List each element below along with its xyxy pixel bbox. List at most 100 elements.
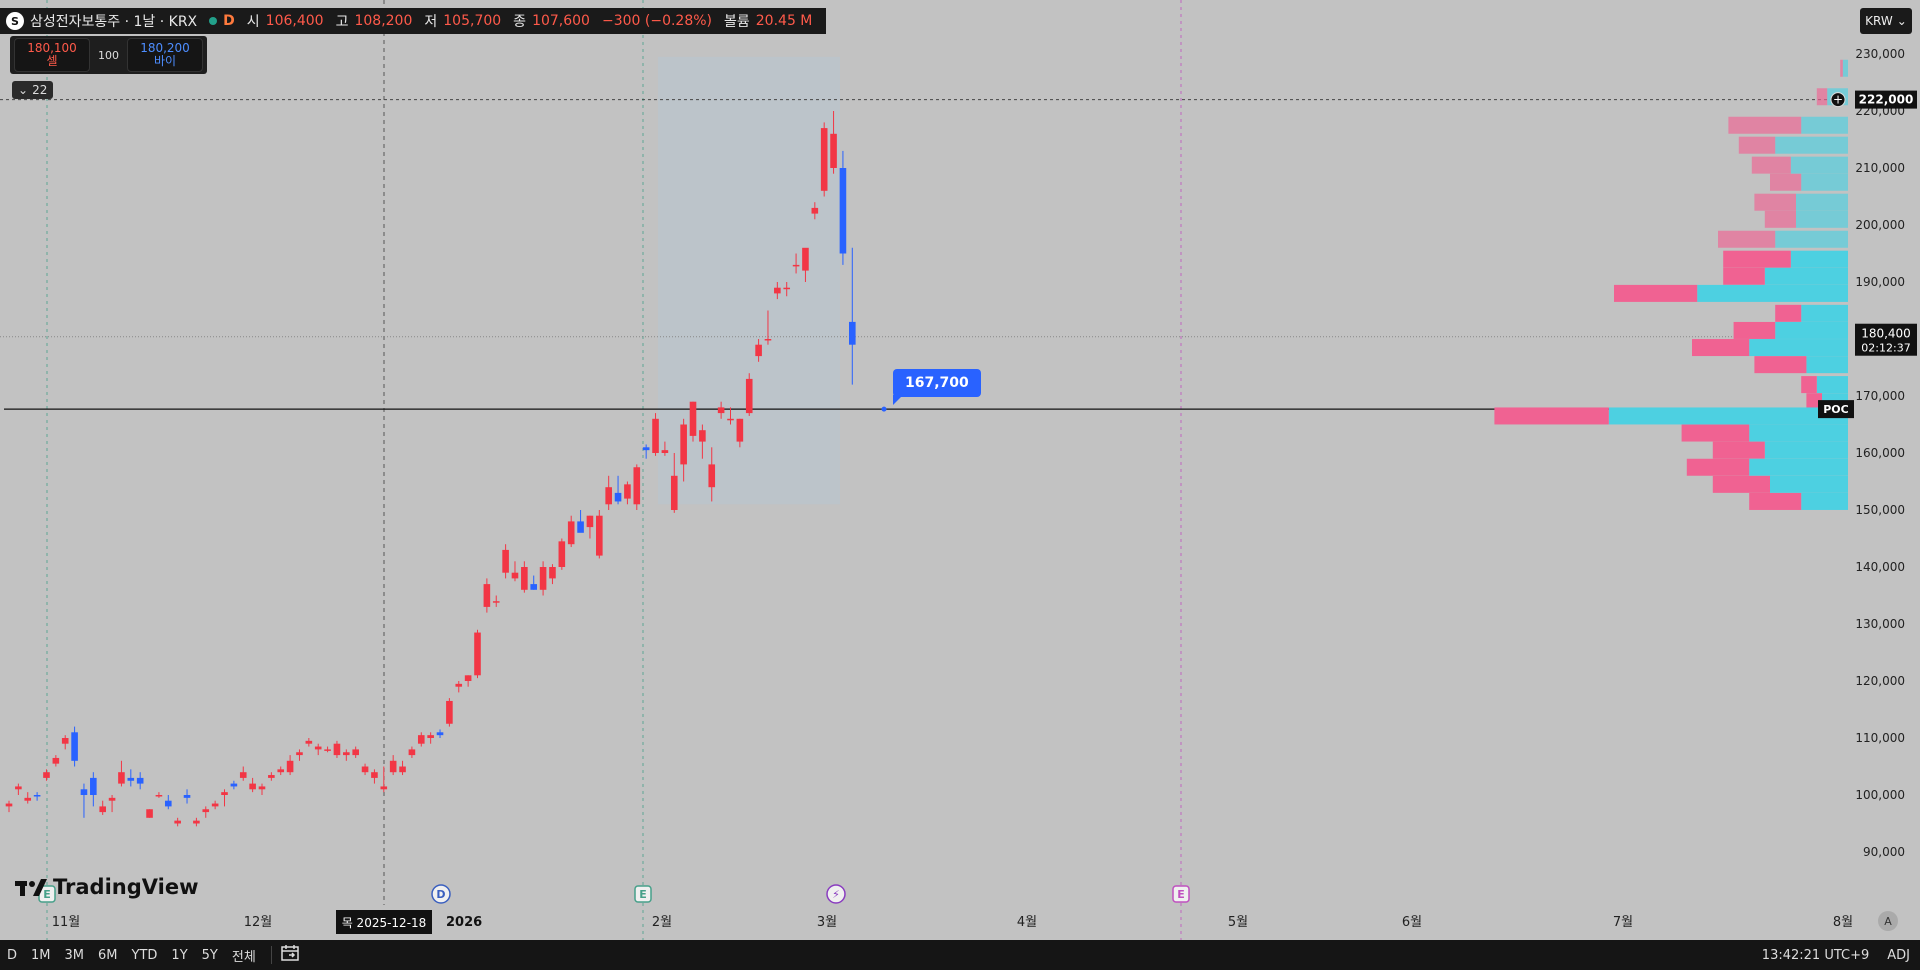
sell-button[interactable]: 180,100 셀: [14, 38, 90, 72]
callout-value: 167,700: [905, 375, 969, 391]
trade-panel: 180,100 셀 100 180,200 바이: [10, 36, 207, 74]
range-button-6m[interactable]: 6M: [98, 947, 118, 963]
currency-label: KRW: [1865, 14, 1893, 28]
range-button-d[interactable]: D: [7, 947, 18, 963]
volume-profile-bar-down: [1816, 376, 1848, 394]
price-callout[interactable]: 167,700: [893, 369, 981, 405]
event-marker-label: E: [1177, 888, 1185, 901]
clock-timezone[interactable]: 13:42:21 UTC+9: [1761, 947, 1870, 963]
candle-body: [727, 418, 734, 421]
price-chart[interactable]: 230,000220,000210,000200,000190,000180,0…: [0, 0, 1920, 940]
symbol-title[interactable]: 삼성전자보통주 · 1날 · KRX: [30, 14, 198, 30]
volume-profile-bar-up: [1840, 59, 1843, 77]
candle-body: [43, 772, 50, 778]
callout-anchor-dot: [881, 406, 887, 412]
candle-body: [624, 484, 631, 499]
change-value: −300 (−0.28%): [601, 13, 712, 29]
candle-body: [689, 401, 697, 436]
candle-body: [436, 732, 444, 736]
volume-profile-bar-up: [1775, 304, 1802, 322]
candle-body: [239, 772, 247, 778]
range-button-1m[interactable]: 1M: [31, 947, 51, 963]
candle-body: [699, 430, 706, 442]
candle-body: [633, 467, 641, 505]
event-marker-label: E: [43, 888, 51, 901]
candle-body: [183, 795, 191, 798]
low-label: 저: [424, 14, 438, 30]
volume-profile-bar-down: [1764, 441, 1848, 459]
candle-body: [211, 803, 219, 807]
candle-body: [446, 700, 453, 724]
volume-profile-bar-down: [1775, 136, 1848, 154]
candle-body: [642, 447, 650, 451]
candle-body: [596, 515, 603, 556]
candle-body: [474, 632, 481, 676]
candle-body: [755, 344, 762, 357]
goto-date-icon[interactable]: [280, 944, 302, 966]
range-button-3m[interactable]: 3M: [64, 947, 85, 963]
candle-body: [221, 792, 228, 795]
range-button-all[interactable]: 전체: [231, 949, 256, 965]
bar-countdown-label: 02:12:37: [1861, 342, 1910, 355]
price-axis-tick: 190,000: [1855, 275, 1905, 289]
range-button-5y[interactable]: 5Y: [201, 947, 218, 963]
last-price-label: 180,400: [1861, 327, 1911, 341]
volume-value: 20.45 M: [755, 13, 813, 29]
candle-body: [118, 772, 125, 784]
candle-body: [343, 752, 350, 756]
candle-body: [24, 797, 32, 801]
volume-profile-bar-down: [1764, 267, 1848, 285]
candle-body: [427, 735, 434, 738]
candle-body: [849, 321, 856, 345]
candle-body: [483, 584, 491, 607]
volume-profile-bar-down: [1697, 284, 1848, 302]
candle-body: [249, 783, 256, 790]
candle-body: [389, 760, 397, 773]
indicators-toggle-button[interactable]: ⌄ 22: [12, 81, 54, 99]
range-button-1y[interactable]: 1Y: [171, 947, 188, 963]
auto-scale-button[interactable]: A: [1878, 911, 1898, 931]
open-value: 106,400: [265, 13, 324, 29]
candle-body: [305, 740, 313, 744]
volume-profile-bar-up: [1494, 407, 1609, 425]
currency-select[interactable]: KRW ⌄: [1860, 8, 1912, 34]
sell-label: 셀: [46, 54, 58, 68]
range-button-ytd[interactable]: YTD: [131, 947, 158, 963]
price-axis-tick: 140,000: [1855, 560, 1905, 574]
candle-body: [333, 743, 341, 756]
symbol-header[interactable]: S 삼성전자보통주 · 1날 · KRX D 시 106,400 고 108,200…: [0, 8, 827, 34]
volume-profile-bar-down: [1842, 59, 1848, 77]
candle-body: [502, 549, 509, 573]
price-axis-tick: 130,000: [1855, 617, 1905, 631]
last-price-marker: [1855, 323, 1917, 356]
candle-body: [371, 772, 378, 778]
candle-body: [324, 749, 331, 751]
candle-body: [783, 287, 791, 290]
volume-profile-bar-up: [1749, 492, 1802, 510]
volume-profile-bar-up: [1728, 116, 1802, 134]
candle-body: [521, 567, 528, 590]
buy-label: 바이: [153, 54, 177, 68]
price-axis-tick: 90,000: [1863, 845, 1905, 859]
poc-label: POC: [1823, 403, 1849, 416]
event-marker-icon: [634, 885, 652, 903]
price-axis-tick: 100,000: [1855, 788, 1905, 802]
quantity-value[interactable]: 100: [98, 48, 119, 62]
event-marker-icon: [431, 884, 451, 904]
candle-body: [511, 572, 519, 579]
volume-label: 볼륨: [724, 14, 750, 30]
volume-profile-bar-down: [1796, 193, 1848, 211]
adjust-button[interactable]: ADJ: [1887, 947, 1910, 963]
candle-body: [127, 777, 135, 781]
candle-body: [90, 777, 97, 795]
volume-profile-bar-up: [1692, 339, 1750, 357]
volume-profile-bar-down: [1770, 475, 1848, 493]
volume-profile-bar-down: [1796, 210, 1848, 228]
candle-body: [811, 207, 819, 214]
indicators-count: 22: [32, 83, 48, 97]
candle-body: [80, 789, 88, 795]
buy-button[interactable]: 180,200 바이: [127, 38, 203, 72]
volume-profile-bar-up: [1816, 88, 1828, 106]
candle-body: [277, 769, 285, 773]
tradingview-logo-icon: [15, 879, 47, 896]
